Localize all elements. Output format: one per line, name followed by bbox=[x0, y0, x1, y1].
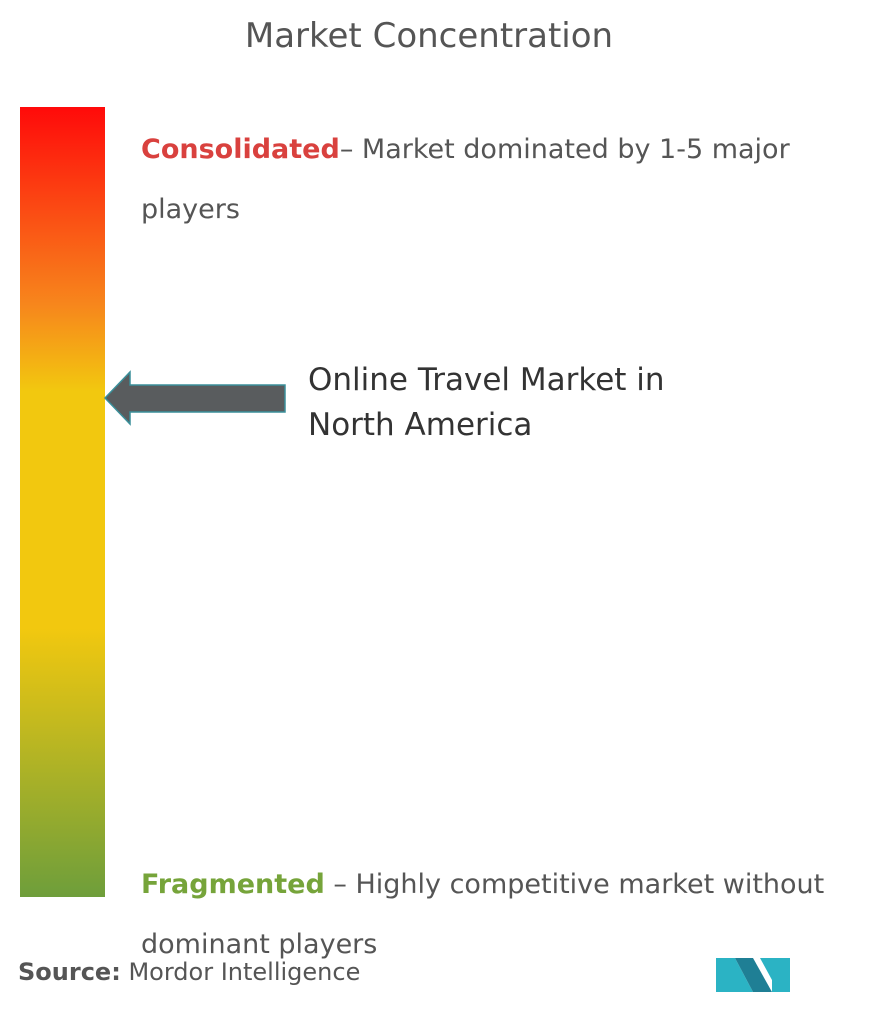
source-text: Mordor Intelligence bbox=[128, 958, 361, 986]
consolidated-description: Consolidated– Market dominated by 1-5 ma… bbox=[141, 120, 811, 240]
fragmented-description: Fragmented – Highly competitive market w… bbox=[141, 855, 841, 975]
consolidated-text: – Market dominated by 1-5 major players bbox=[141, 134, 790, 225]
arrow bbox=[103, 370, 286, 426]
market-label: Online Travel Market in North America bbox=[308, 362, 665, 443]
consolidated-label: Consolidated bbox=[141, 134, 340, 165]
logo bbox=[716, 958, 790, 992]
source-label: Source: bbox=[18, 958, 121, 986]
fragmented-text: – Highly competitive market without domi… bbox=[141, 869, 825, 960]
source: Source: Mordor Intelligence bbox=[18, 958, 360, 986]
title: Market Concentration bbox=[244, 16, 614, 56]
concentration-bar bbox=[20, 107, 105, 897]
fragmented-label: Fragmented bbox=[141, 869, 325, 900]
